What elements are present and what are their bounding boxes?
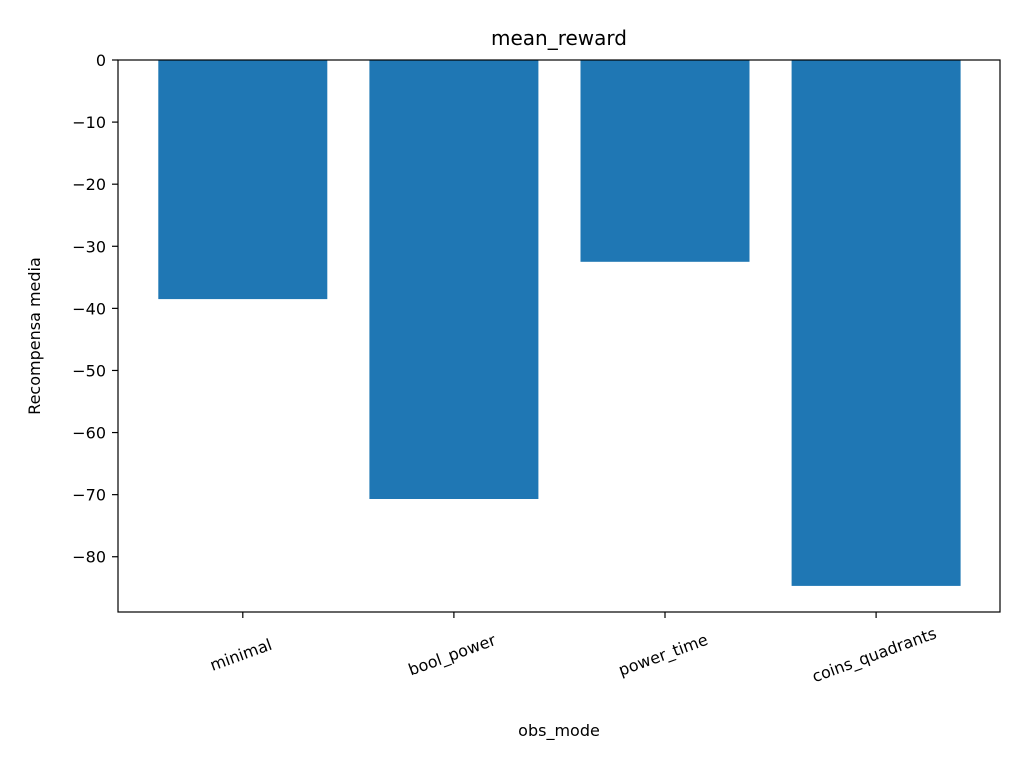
x-axis-label: obs_mode [518,721,600,741]
bar-coins-quadrants [791,60,961,586]
y-tick-label: −50 [72,361,106,380]
y-axis: 0 −10 −20 −30 −40 −50 −60 −70 −80 [72,51,118,567]
x-tick-label: minimal [207,635,274,675]
y-tick-label: −60 [72,424,106,443]
y-tick-label: −40 [72,299,106,318]
y-tick-label: −10 [72,113,106,132]
y-tick-label: −20 [72,175,106,194]
y-tick-label: −70 [72,486,106,505]
bars-layer [158,60,961,586]
bar-power-time [580,60,750,262]
y-tick-label: −80 [72,548,106,567]
plot-frame [117,59,1001,613]
x-tick-label: bool_power [406,630,499,680]
y-tick-label: 0 [96,51,106,70]
x-axis: minimal bool_power power_time coins_quadran… [207,612,939,687]
x-tick-label: coins_quadrants [809,624,939,688]
x-tick-label: power_time [616,630,711,681]
bar-minimal [158,60,328,300]
chart-title: mean_reward [491,26,627,50]
y-axis-label: Recompensa media [25,257,44,415]
bar-bool-power [369,60,539,499]
y-tick-label: −30 [72,237,106,256]
